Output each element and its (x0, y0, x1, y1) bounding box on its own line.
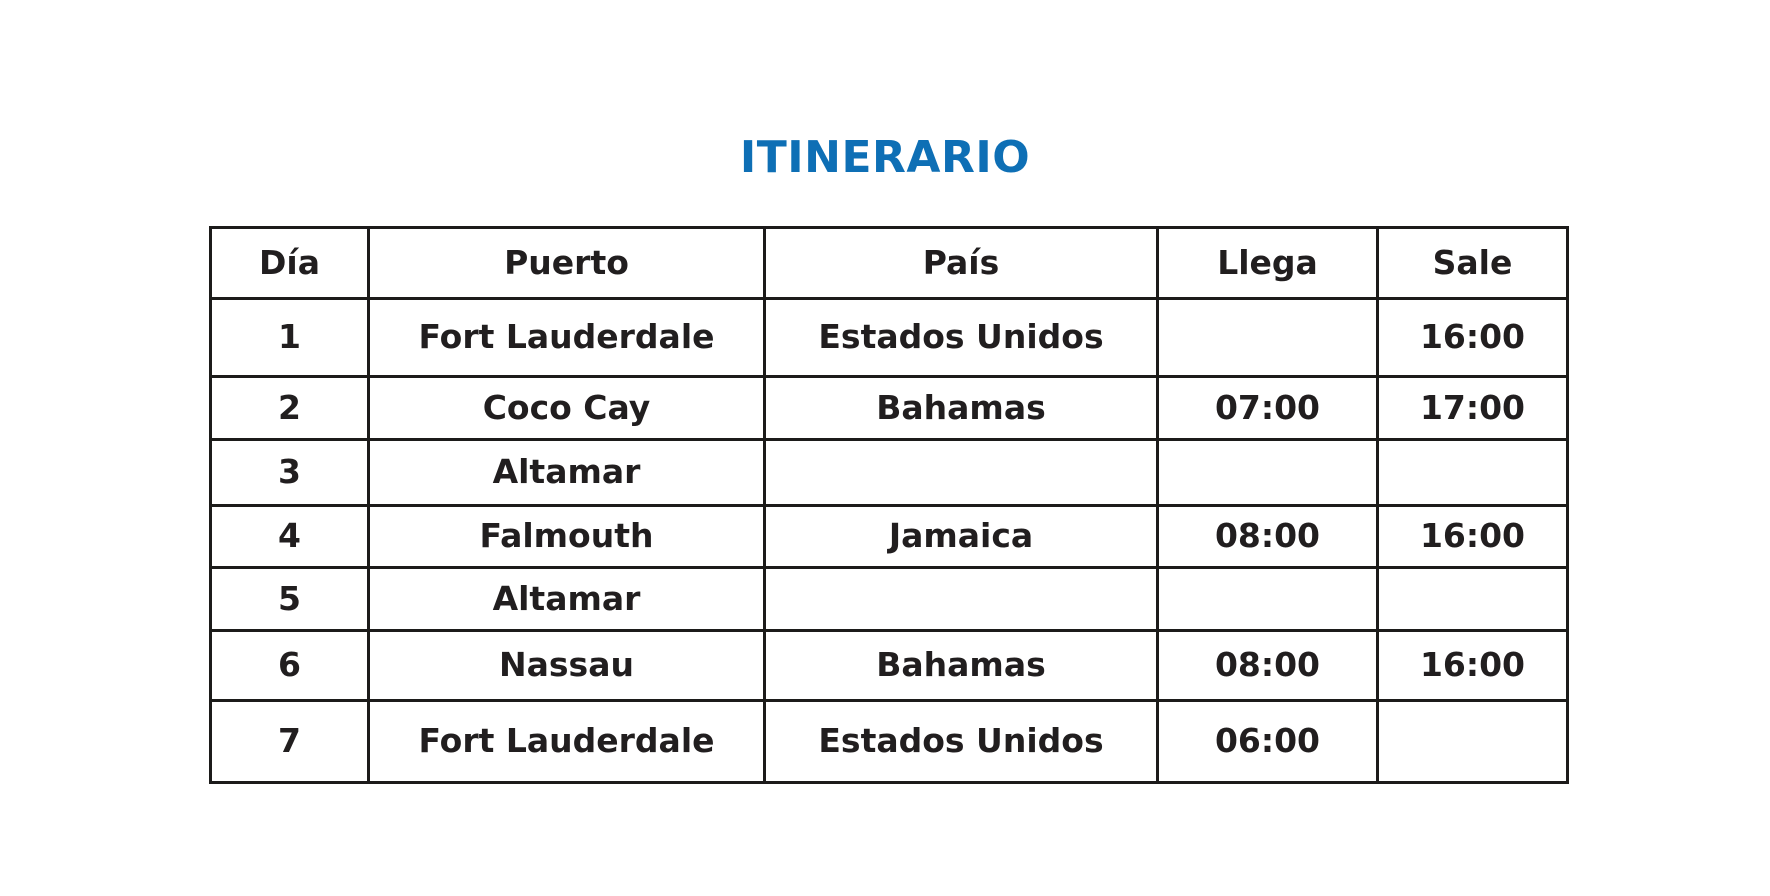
table-cell: 16:00 (1376, 297, 1569, 378)
table-cell: Altamar (367, 566, 766, 632)
table-cell (1156, 438, 1379, 507)
table-cell: 1 (209, 297, 370, 378)
table-cell: 16:00 (1376, 504, 1569, 569)
itinerary-table: Día Puerto País Llega Sale 1 Fort Lauderd… (209, 226, 1569, 784)
table-cell: 17:00 (1376, 375, 1569, 441)
table-row: 6 Nassau Bahamas 08:00 16:00 (209, 629, 1569, 702)
table-cell: 7 (209, 699, 370, 784)
table-cell: 08:00 (1156, 629, 1379, 702)
column-header-dia: Día (209, 226, 370, 300)
table-cell: 3 (209, 438, 370, 507)
table-cell: 06:00 (1156, 699, 1379, 784)
table-cell: 07:00 (1156, 375, 1379, 441)
table-cell (763, 438, 1159, 507)
table-cell: 2 (209, 375, 370, 441)
table-cell (1376, 566, 1569, 632)
itinerary-table-container: Día Puerto País Llega Sale 1 Fort Lauderd… (209, 226, 1569, 784)
column-header-llega: Llega (1156, 226, 1379, 300)
table-cell (763, 566, 1159, 632)
table-cell: 6 (209, 629, 370, 702)
table-cell: Estados Unidos (763, 297, 1159, 378)
table-cell: Nassau (367, 629, 766, 702)
table-row: 1 Fort Lauderdale Estados Unidos 16:00 (209, 297, 1569, 378)
table-cell (1156, 297, 1379, 378)
table-cell: 08:00 (1156, 504, 1379, 569)
column-header-puerto: Puerto (367, 226, 766, 300)
header-row: Día Puerto País Llega Sale (209, 226, 1569, 300)
table-cell (1156, 566, 1379, 632)
column-header-sale: Sale (1376, 226, 1569, 300)
table-cell: Bahamas (763, 375, 1159, 441)
table-cell: Bahamas (763, 629, 1159, 702)
page-title: ITINERARIO (739, 132, 1031, 183)
table-cell: Fort Lauderdale (367, 297, 766, 378)
table-cell: Estados Unidos (763, 699, 1159, 784)
table-cell: 5 (209, 566, 370, 632)
table-cell: Coco Cay (367, 375, 766, 441)
table-cell: Falmouth (367, 504, 766, 569)
table-row: 4 Falmouth Jamaica 08:00 16:00 (209, 504, 1569, 569)
table-cell: 4 (209, 504, 370, 569)
table-cell: Altamar (367, 438, 766, 507)
table-cell (1376, 699, 1569, 784)
table-body: 1 Fort Lauderdale Estados Unidos 16:00 2 Coco… (209, 297, 1569, 784)
table-row: 7 Fort Lauderdale Estados Unidos 06:00 (209, 699, 1569, 784)
table-cell: 16:00 (1376, 629, 1569, 702)
table-cell: Jamaica (763, 504, 1159, 569)
table-row: 5 Altamar (209, 566, 1569, 632)
table-cell (1376, 438, 1569, 507)
table-row: 2 Coco Cay Bahamas 07:00 17:00 (209, 375, 1569, 441)
table-cell: Fort Lauderdale (367, 699, 766, 784)
table-row: 3 Altamar (209, 438, 1569, 507)
column-header-pais: País (763, 226, 1159, 300)
